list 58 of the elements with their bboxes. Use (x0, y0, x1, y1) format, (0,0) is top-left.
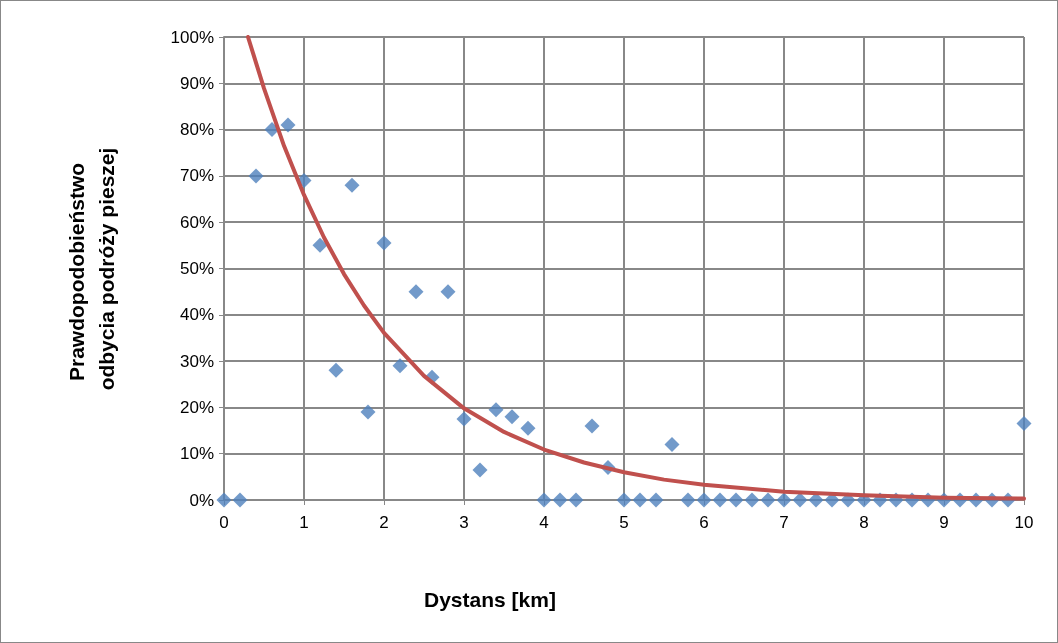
point (1016, 416, 1032, 432)
x-tick-label: 9 (939, 513, 949, 532)
point (456, 411, 472, 427)
point (440, 284, 456, 300)
point (760, 492, 776, 508)
point (344, 177, 360, 193)
y-tick-label: 40% (179, 305, 214, 325)
x-tick-label: 10 (1014, 513, 1034, 532)
x-tick-label: 7 (779, 513, 789, 532)
x-tick-label: 1 (299, 513, 309, 532)
point (216, 492, 232, 508)
point (712, 492, 728, 508)
point (568, 492, 584, 508)
x-tick-label: 8 (859, 513, 869, 532)
point (664, 436, 680, 452)
point (376, 235, 392, 251)
x-axis-title: Dystans [km] (424, 588, 556, 611)
point (728, 492, 744, 508)
point (632, 492, 648, 508)
point (232, 492, 248, 508)
point (552, 492, 568, 508)
point (408, 284, 424, 300)
point (696, 492, 712, 508)
point (520, 420, 536, 436)
point (648, 492, 664, 508)
point (744, 492, 760, 508)
x-tick-label: 4 (539, 513, 549, 532)
y-tick-label: 70% (179, 166, 214, 186)
y-axis-title: Prawdopodobieństwo odbycia podróży pieszej (64, 147, 118, 391)
point (328, 362, 344, 378)
point (248, 168, 264, 184)
point (792, 492, 808, 508)
y-tick-label: 50% (179, 259, 214, 278)
y-tick-label: 0% (189, 490, 214, 510)
x-tick-label: 2 (379, 513, 389, 532)
y-tick-label: 100% (170, 27, 214, 47)
y-tick-label: 10% (179, 444, 214, 464)
point (616, 492, 632, 508)
point (312, 237, 328, 253)
y-tick-label: 80% (179, 120, 214, 140)
point (584, 418, 600, 434)
y-tick-label: 60% (179, 212, 214, 232)
point (360, 404, 376, 420)
point (392, 358, 408, 374)
x-tick-label: 0 (219, 513, 229, 532)
y-tick-label: 30% (179, 351, 214, 371)
x-tick-label: 3 (459, 513, 469, 532)
x-tick-label: 6 (699, 513, 709, 532)
point (488, 402, 504, 418)
point (680, 492, 696, 508)
y-tick-label: 90% (179, 73, 214, 93)
point (280, 117, 296, 133)
point (504, 409, 520, 425)
point (536, 492, 552, 508)
y-tick-label: 20% (179, 397, 214, 417)
x-tick-label: 5 (619, 513, 629, 532)
point (776, 492, 792, 508)
point (472, 462, 488, 478)
